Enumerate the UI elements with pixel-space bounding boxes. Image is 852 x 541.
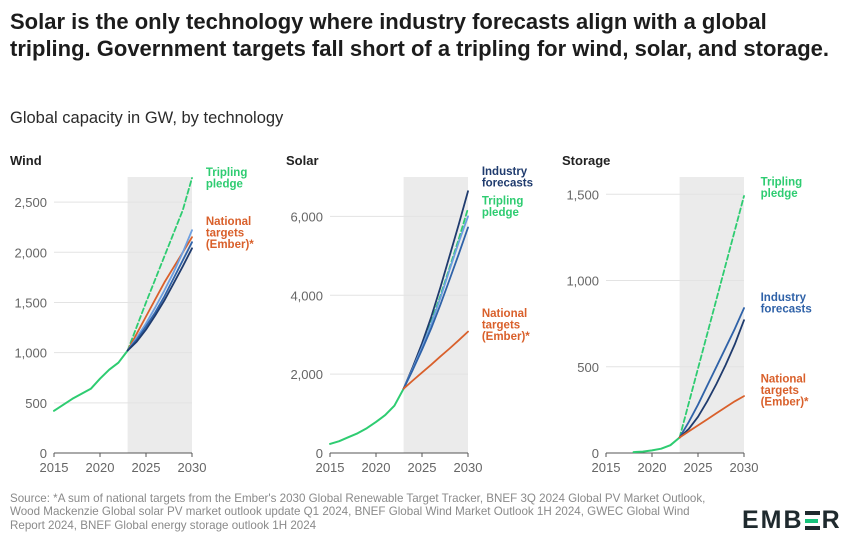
- wind-label-national: National: [206, 216, 251, 228]
- solar-ytick-label: 4,000: [290, 288, 323, 303]
- storage-label-pledge: pledge: [761, 188, 798, 200]
- solar-ytick-label: 2,000: [290, 367, 323, 382]
- wind-series-pledge: [126, 177, 193, 352]
- solar-xtick-label: 2030: [454, 460, 483, 475]
- solar-label-pledge: pledge: [482, 207, 519, 219]
- solar-xtick-label: 2015: [316, 460, 345, 475]
- wind-forecast-region: [127, 177, 192, 453]
- wind-ytick-label: 2,000: [14, 245, 47, 260]
- storage-label-national: targets: [761, 385, 799, 397]
- solar-chart: 0 2,000 4,000 6,000 2015 2020 2025 2030 Solar Ind…: [286, 153, 533, 475]
- wind-label-pledge: pledge: [206, 178, 243, 190]
- solar-label-industry_dark: forecasts: [482, 178, 533, 190]
- wind-xtick-label: 2020: [86, 460, 115, 475]
- headline: Solar is the only technology where indus…: [10, 9, 829, 61]
- solar-label-national: (Ember)*: [482, 331, 530, 343]
- wind-label-national: (Ember)*: [206, 239, 254, 251]
- storage-series-pledge: [678, 195, 745, 439]
- solar-label-national: National: [482, 308, 527, 320]
- storage-label-industry_mid: Industry: [761, 292, 807, 304]
- storage-series-national: [678, 395, 745, 439]
- ember-logo: EMB R: [742, 506, 842, 535]
- solar-chart-title: Solar: [286, 153, 319, 168]
- logo-text-right: R: [821, 506, 842, 534]
- storage-ytick-label: 1,000: [566, 274, 599, 289]
- storage-xtick-label: 2015: [592, 460, 621, 475]
- wind-label-pledge: Tripling: [206, 167, 248, 179]
- solar-ytick-label: 6,000: [290, 209, 323, 224]
- solar-xtick-label: 2025: [408, 460, 437, 475]
- solar-xtick-label: 2020: [362, 460, 391, 475]
- wind-series-industry_mid: [126, 241, 193, 352]
- charts-area: 0 500 1,000 1,500 2,000 2,500 2015 2020 2025 2030…: [10, 153, 812, 475]
- logo-e-mark: [804, 511, 820, 530]
- wind-series-industry_dark: [126, 247, 193, 352]
- storage-ytick-label: 0: [592, 446, 599, 461]
- storage-series-industry_dark: [678, 319, 745, 439]
- storage-forecast-region: [679, 177, 744, 453]
- wind-chart-title: Wind: [10, 153, 42, 168]
- storage-xtick-label: 2030: [730, 460, 759, 475]
- storage-ytick-label: 1,500: [566, 187, 599, 202]
- storage-series-industry_mid: [678, 307, 745, 439]
- wind-ytick-label: 1,000: [14, 346, 47, 361]
- storage-series-history: [632, 436, 681, 454]
- wind-label-national: targets: [206, 228, 244, 240]
- wind-series-industry_light: [126, 229, 193, 352]
- solar-label-industry_dark: Industry: [482, 166, 528, 178]
- solar-series-history: [329, 387, 405, 445]
- storage-chart-title: Storage: [562, 153, 610, 168]
- storage-label-pledge: Tripling: [761, 177, 803, 189]
- solar-series-industry_mid: [402, 226, 469, 390]
- wind-ytick-label: 1,500: [14, 295, 47, 310]
- wind-series-history: [53, 349, 129, 412]
- wind-ytick-label: 0: [40, 446, 47, 461]
- wind-xtick-label: 2015: [40, 460, 69, 475]
- storage-chart: 0 500 1,000 1,500 2015 2020 2025 2030 Storage Tri…: [562, 153, 812, 475]
- wind-ytick-label: 2,500: [14, 195, 47, 210]
- solar-label-pledge: Tripling: [482, 196, 524, 208]
- solar-ytick-label: 0: [316, 446, 323, 461]
- wind-xtick-label: 2030: [178, 460, 207, 475]
- subtitle: Global capacity in GW, by technology: [10, 109, 284, 127]
- storage-ytick-label: 500: [577, 360, 599, 375]
- wind-xtick-label: 2025: [132, 460, 161, 475]
- storage-xtick-label: 2020: [638, 460, 667, 475]
- solar-label-national: targets: [482, 319, 520, 331]
- wind-chart: 0 500 1,000 1,500 2,000 2,500 2015 2020 2025 2030…: [10, 153, 254, 475]
- solar-series-national: [402, 330, 469, 390]
- logo-text-left: EMB: [742, 506, 804, 534]
- storage-xtick-label: 2025: [684, 460, 713, 475]
- wind-ytick-label: 500: [25, 396, 47, 411]
- storage-label-national: National: [761, 373, 806, 385]
- storage-label-national: (Ember)*: [761, 396, 809, 408]
- source-note: Source: *A sum of national targets from …: [10, 492, 706, 532]
- storage-label-industry_mid: forecasts: [761, 304, 812, 316]
